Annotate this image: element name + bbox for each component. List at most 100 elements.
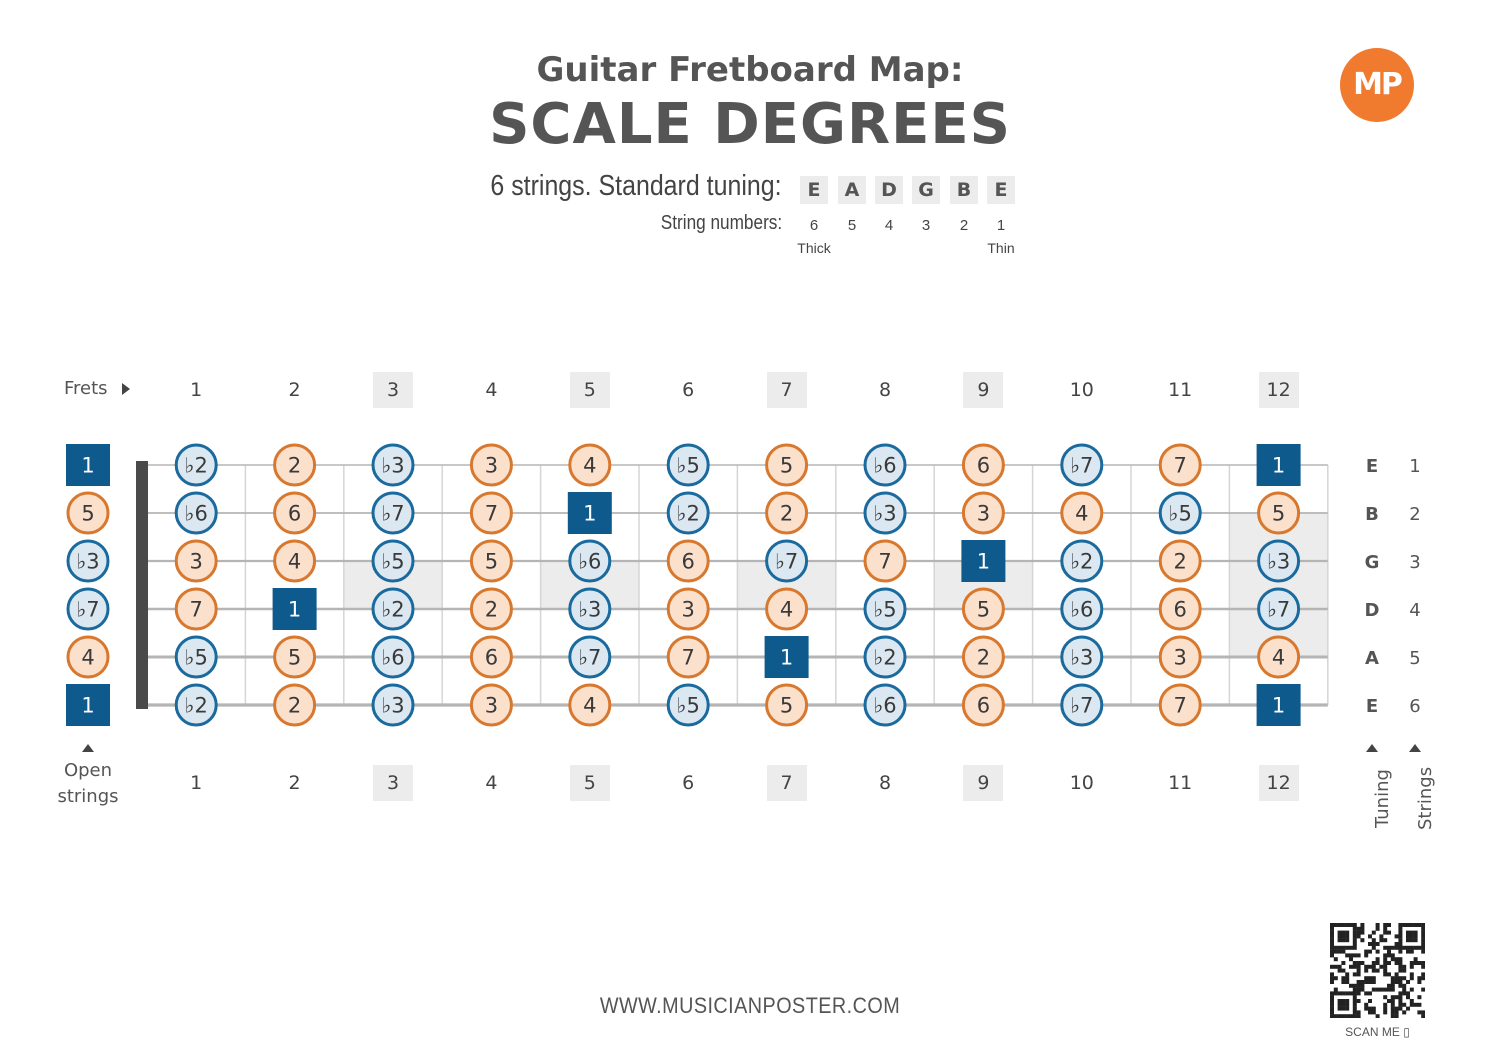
top-fret-number-10: 10	[1069, 379, 1094, 401]
note-label: 4	[780, 598, 793, 622]
string-2-fret-10-degree: 4	[1060, 491, 1104, 535]
strings-axis-label: Strings	[1415, 766, 1436, 830]
note-label: ♭6	[381, 646, 404, 670]
string-number-right-2: 2	[1409, 504, 1420, 525]
note-shape	[371, 587, 415, 631]
qr-code	[1330, 923, 1425, 1018]
string-tuning-3: G	[1365, 552, 1380, 573]
string-tuning-6: E	[1366, 696, 1378, 717]
note-label: ♭2	[1070, 550, 1093, 574]
note-label: ♭7	[381, 502, 404, 526]
tuning-axis-label: Tuning	[1372, 769, 1393, 828]
top-fret-number-2: 2	[288, 379, 301, 401]
note-label: ♭6	[1070, 598, 1093, 622]
string-3-fret-9-degree: 1	[961, 540, 1006, 582]
note-shape	[666, 587, 710, 631]
triangle-up-icon	[1409, 744, 1421, 752]
string-4-fret-7-degree: 4	[765, 587, 809, 631]
note-shape	[1158, 683, 1202, 727]
note-label: 4	[583, 454, 596, 478]
note-shape	[66, 491, 110, 535]
note-shape	[961, 635, 1005, 679]
note-shape	[1060, 443, 1104, 487]
note-label: ♭2	[381, 598, 404, 622]
note-shape	[469, 635, 513, 679]
string-3-fret-12-degree: ♭3	[1257, 539, 1301, 583]
string-4-fret-10-degree: ♭6	[1060, 587, 1104, 631]
note-label: 1	[81, 454, 94, 478]
note-shape	[1158, 539, 1202, 583]
note-shape	[961, 491, 1005, 535]
string-4-fret-6-degree: 3	[666, 587, 710, 631]
note-shape	[1256, 444, 1301, 486]
note-shape	[863, 635, 907, 679]
string-2-fret-11-degree: ♭5	[1158, 491, 1202, 535]
string-1-fret-7-degree: 5	[765, 443, 809, 487]
note-label: ♭6	[185, 502, 208, 526]
note-shape	[371, 443, 415, 487]
note-label: ♭3	[1267, 550, 1290, 574]
tuning-note-1: E	[800, 176, 828, 204]
string-6-fret-7-degree: 5	[765, 683, 809, 727]
string-3-fret-2-degree: 4	[273, 539, 317, 583]
note-shape	[469, 539, 513, 583]
open-string-5-degree: 4	[66, 635, 110, 679]
string-5-fret-1-degree: ♭5	[174, 635, 218, 679]
string-number-1: 6	[809, 217, 819, 234]
note-shape	[469, 443, 513, 487]
string-6-fret-12-degree: 1	[1256, 684, 1301, 726]
note-shape	[1257, 491, 1301, 535]
note-label: 5	[977, 598, 990, 622]
page-title: SCALE DEGREES	[489, 92, 1011, 157]
tuning-note-6: E	[987, 176, 1015, 204]
note-shape	[1257, 587, 1301, 631]
thin-label: Thin	[987, 240, 1015, 256]
string-5-fret-5-degree: ♭7	[568, 635, 612, 679]
note-shape	[469, 587, 513, 631]
string-3-fret-5-degree: ♭6	[568, 539, 612, 583]
string-6-fret-6-degree: ♭5	[666, 683, 710, 727]
note-label: ♭5	[381, 550, 404, 574]
note-label: 2	[780, 502, 793, 526]
string-6-fret-10-degree: ♭7	[1060, 683, 1104, 727]
note-shape	[961, 587, 1005, 631]
note-shape	[66, 635, 110, 679]
bottom-fret-number-12: 12	[1258, 765, 1299, 801]
bottom-fret-number-9: 9	[963, 765, 1004, 801]
note-shape	[1060, 587, 1104, 631]
bottom-fret-number-1: 1	[190, 772, 203, 794]
note-shape	[371, 683, 415, 727]
string-2-fret-2-degree: 6	[273, 491, 317, 535]
note-shape	[66, 587, 110, 631]
tuning-note-4: G	[912, 176, 940, 204]
note-shape	[273, 683, 317, 727]
note-label: ♭6	[873, 454, 896, 478]
note-shape	[567, 492, 612, 534]
website-link[interactable]: WWW.MUSICIANPOSTER.COM	[599, 993, 901, 1018]
note-label: 2	[1174, 550, 1187, 574]
string-2-fret-5-degree: 1	[567, 492, 612, 534]
note-label: 6	[288, 502, 301, 526]
top-fret-number-12: 12	[1258, 372, 1299, 408]
note-label: 2	[485, 598, 498, 622]
note-label: ♭6	[873, 694, 896, 718]
triangle-up-icon	[1366, 744, 1378, 752]
string-6-fret-5-degree: 4	[568, 683, 612, 727]
string-3-fret-10-degree: ♭2	[1060, 539, 1104, 583]
string-6-fret-1-degree: ♭2	[174, 683, 218, 727]
string-3-fret-11-degree: 2	[1158, 539, 1202, 583]
string-2-fret-6-degree: ♭2	[666, 491, 710, 535]
note-shape	[666, 491, 710, 535]
note-shape	[174, 539, 218, 583]
string-6-fret-11-degree: 7	[1158, 683, 1202, 727]
string-2-fret-9-degree: 3	[961, 491, 1005, 535]
string-numbers-label: String numbers:	[660, 212, 782, 234]
string-number-right-3: 3	[1409, 552, 1420, 573]
note-shape	[273, 539, 317, 583]
note-shape	[961, 540, 1006, 582]
string-5-fret-10-degree: ♭3	[1060, 635, 1104, 679]
bottom-fret-number-7: 7	[766, 765, 807, 801]
note-shape	[765, 443, 809, 487]
note-label: ♭7	[1070, 454, 1093, 478]
note-shape	[568, 443, 612, 487]
